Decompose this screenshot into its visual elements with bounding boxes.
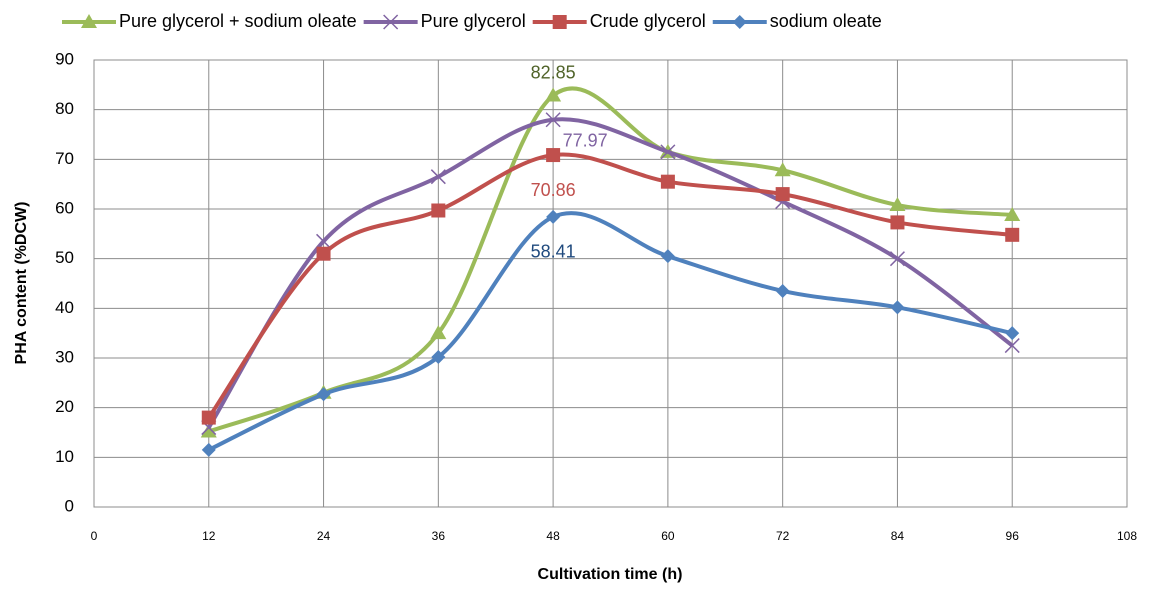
data-point (316, 246, 331, 261)
data-point (200, 423, 217, 438)
x-tick-label: 84 (891, 529, 905, 543)
data-point (545, 112, 561, 128)
x-tick-label: 12 (202, 529, 216, 543)
x-tick-label: 0 (91, 529, 98, 543)
data-point (545, 87, 562, 102)
x-axis-title: Cultivation time (h) (538, 566, 683, 583)
legend-label: Pure glycerol (421, 11, 526, 31)
y-tick-label: 10 (55, 447, 74, 466)
data-point (1004, 338, 1020, 354)
data-point (430, 169, 446, 185)
legend-marker (383, 14, 399, 30)
data-point (890, 300, 905, 315)
y-tick-label: 20 (55, 397, 74, 416)
data-point (546, 148, 561, 163)
data-label: 82.85 (531, 62, 576, 82)
y-tick-label: 60 (55, 198, 74, 217)
legend-marker (81, 14, 97, 28)
series-line (207, 211, 1013, 452)
y-tick-label: 50 (55, 248, 74, 267)
x-tick-label: 60 (661, 529, 675, 543)
y-tick-label: 90 (55, 49, 74, 68)
data-point (660, 174, 675, 189)
legend-label: sodium oleate (770, 11, 882, 31)
data-point (775, 187, 790, 202)
data-label: 58.41 (531, 242, 576, 262)
data-point (1005, 326, 1020, 341)
legend-marker (732, 15, 747, 29)
data-point (546, 209, 561, 224)
legend-marker (552, 15, 567, 29)
x-tick-label: 96 (1006, 529, 1020, 543)
data-label: 77.97 (563, 130, 608, 150)
data-point (430, 325, 447, 340)
plot-border (93, 59, 1128, 508)
data-label: 70.86 (531, 180, 576, 200)
data-point (890, 215, 905, 230)
data-point (1005, 227, 1020, 242)
series-line (207, 152, 1013, 419)
data-point (774, 162, 791, 177)
data-point (316, 233, 332, 249)
y-tick-label: 70 (55, 149, 74, 168)
data-point (660, 144, 676, 160)
x-tick-label: 36 (432, 529, 446, 543)
x-tick-label: 48 (546, 529, 560, 543)
legend-label: Pure glycerol + sodium oleate (119, 11, 357, 31)
x-tick-label: 72 (776, 529, 790, 543)
data-point (889, 251, 905, 267)
y-tick-label: 30 (55, 347, 74, 366)
y-tick-label: 80 (55, 99, 74, 118)
y-axis-title: PHA content (%DCW) (13, 202, 30, 365)
data-point (431, 350, 446, 365)
data-point (775, 283, 790, 298)
data-point (1004, 206, 1021, 221)
y-tick-label: 0 (65, 496, 74, 515)
y-tick-label: 40 (55, 298, 74, 317)
data-point (201, 442, 216, 457)
series-line (208, 86, 1013, 434)
data-point (660, 249, 675, 264)
legend-label: Crude glycerol (590, 11, 706, 31)
x-tick-label: 24 (317, 529, 331, 543)
data-point (431, 203, 446, 218)
x-tick-label: 108 (1117, 529, 1137, 543)
data-point (201, 410, 216, 425)
data-point (316, 387, 331, 402)
data-point (889, 197, 906, 212)
